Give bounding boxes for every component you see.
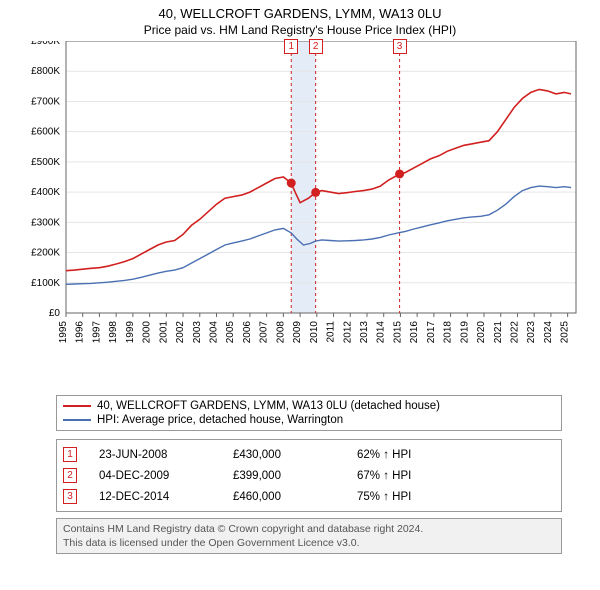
sale-relative-hpi: 75% ↑ HPI [357,491,555,503]
legend-row: HPI: Average price, detached house, Warr… [63,413,555,427]
legend-swatch [63,405,91,407]
svg-text:1995: 1995 [58,321,69,344]
footnote-line: Contains HM Land Registry data © Crown c… [63,522,555,536]
sale-price: £399,000 [233,470,353,482]
footnote: Contains HM Land Registry data © Crown c… [56,518,562,554]
sale-price: £460,000 [233,491,353,503]
sale-row: 1 23-JUN-2008 £430,000 62% ↑ HPI [59,444,559,465]
svg-text:2019: 2019 [459,321,470,344]
legend: 40, WELLCROFT GARDENS, LYMM, WA13 0LU (d… [56,395,562,431]
svg-text:£400K: £400K [31,187,60,198]
sales-table: 1 23-JUN-2008 £430,000 62% ↑ HPI 2 04-DEC-200… [56,439,562,512]
sale-marker-box: 1 [284,39,298,54]
sale-relative-hpi: 67% ↑ HPI [357,470,555,482]
sale-date: 23-JUN-2008 [99,449,229,461]
svg-text:2016: 2016 [409,321,420,344]
svg-text:2004: 2004 [208,321,219,344]
svg-text:£200K: £200K [31,248,60,259]
svg-text:£100K: £100K [31,278,60,289]
legend-row: 40, WELLCROFT GARDENS, LYMM, WA13 0LU (d… [63,399,555,413]
svg-text:2001: 2001 [158,321,169,344]
svg-text:1996: 1996 [75,321,86,344]
sale-date: 04-DEC-2009 [99,470,229,482]
legend-label: HPI: Average price, detached house, Warr… [97,414,343,426]
legend-label: 40, WELLCROFT GARDENS, LYMM, WA13 0LU (d… [97,400,440,412]
sale-index-box: 1 [63,447,77,462]
svg-text:£0: £0 [49,308,61,319]
svg-text:2003: 2003 [192,321,203,344]
sale-index-box: 3 [63,489,77,504]
sale-row: 3 12-DEC-2014 £460,000 75% ↑ HPI [59,486,559,507]
svg-text:2023: 2023 [526,321,537,344]
legend-swatch [63,419,91,421]
svg-text:£700K: £700K [31,96,60,107]
sale-marker-box: 3 [393,39,407,54]
svg-text:2009: 2009 [292,321,303,344]
svg-text:2013: 2013 [359,321,370,344]
chart-area: £0 £100K £200K £300K £400K £500K £600K £700K £80… [20,41,580,371]
sale-row: 2 04-DEC-2009 £399,000 67% ↑ HPI [59,465,559,486]
figure-title: 40, WELLCROFT GARDENS, LYMM, WA13 0LU [10,6,590,21]
sale-index-box: 2 [63,468,77,483]
svg-text:2008: 2008 [275,321,286,344]
svg-text:2014: 2014 [376,321,387,344]
svg-text:£500K: £500K [31,157,60,168]
chart-svg: £0 £100K £200K £300K £400K £500K £600K £700K £80… [20,41,580,371]
sale-date: 12-DEC-2014 [99,491,229,503]
svg-text:£300K: £300K [31,217,60,228]
svg-text:2012: 2012 [342,321,353,344]
svg-text:2020: 2020 [476,321,487,344]
svg-text:2005: 2005 [225,321,236,344]
svg-text:£800K: £800K [31,66,60,77]
svg-text:£600K: £600K [31,127,60,138]
svg-text:1999: 1999 [125,321,136,344]
svg-text:2015: 2015 [392,321,403,344]
figure-subtitle: Price paid vs. HM Land Registry's House … [10,23,590,37]
svg-text:2018: 2018 [443,321,454,344]
footnote-line: This data is licensed under the Open Gov… [63,536,555,550]
svg-text:2000: 2000 [142,321,153,344]
svg-text:1997: 1997 [91,321,102,344]
svg-text:2002: 2002 [175,321,186,344]
sale-price: £430,000 [233,449,353,461]
svg-text:£900K: £900K [31,41,60,47]
svg-text:2006: 2006 [242,321,253,344]
sale-marker-box: 2 [309,39,323,54]
svg-text:2022: 2022 [509,321,520,344]
svg-text:2011: 2011 [326,321,337,343]
svg-text:2010: 2010 [309,321,320,344]
svg-text:1998: 1998 [108,321,119,344]
figure-root: 40, WELLCROFT GARDENS, LYMM, WA13 0LU Pr… [0,0,600,554]
svg-text:2021: 2021 [493,321,504,344]
svg-text:2024: 2024 [543,321,554,344]
svg-text:2007: 2007 [259,321,270,344]
svg-text:2025: 2025 [560,321,571,344]
svg-text:2017: 2017 [426,321,437,344]
sale-relative-hpi: 62% ↑ HPI [357,449,555,461]
